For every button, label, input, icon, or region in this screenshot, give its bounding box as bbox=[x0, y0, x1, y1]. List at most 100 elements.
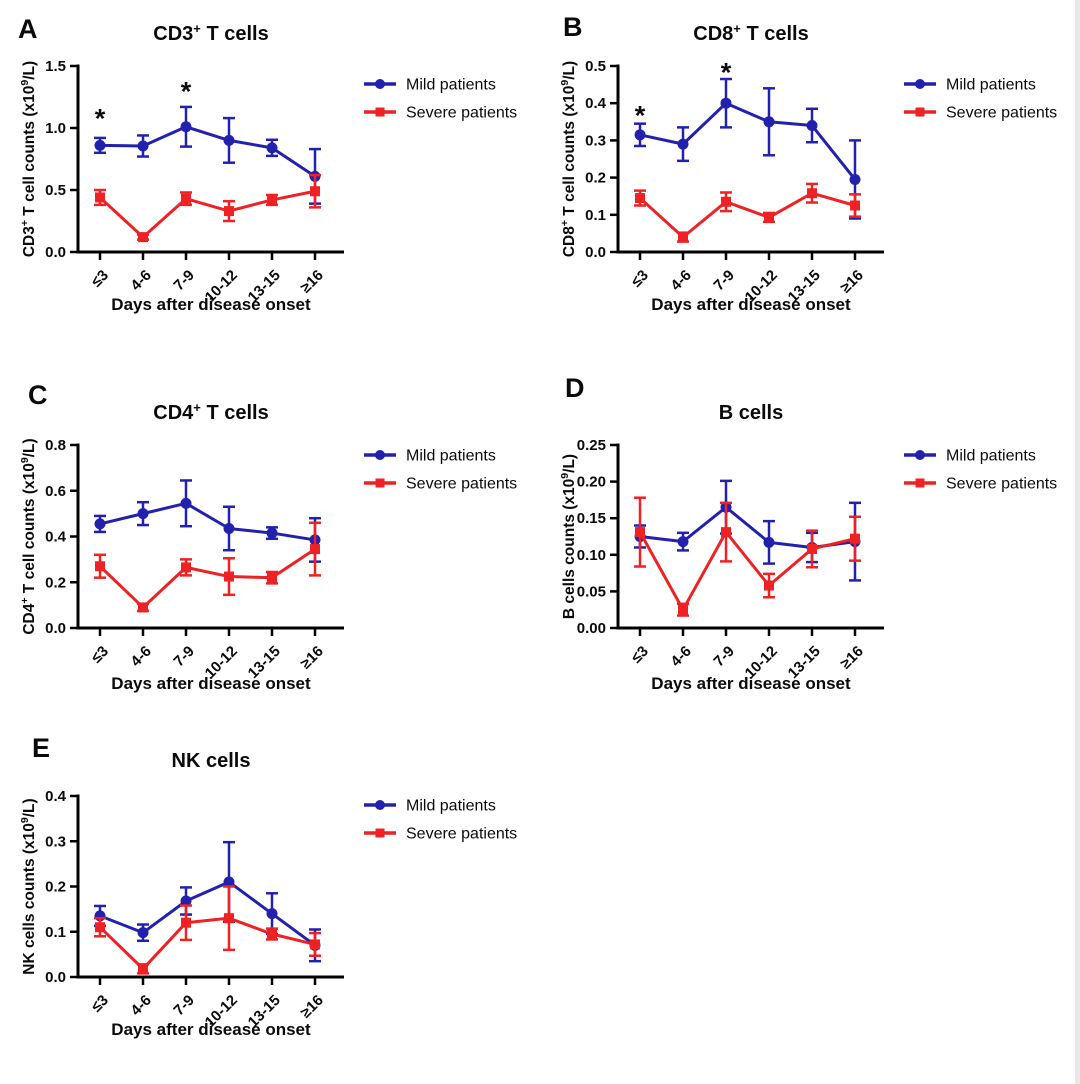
y-tick-label: 0.2 bbox=[45, 879, 66, 896]
x-tick-label: ≤3 bbox=[628, 267, 652, 291]
data-point bbox=[677, 536, 689, 548]
series-line bbox=[99, 501, 316, 542]
y-tick-label: 0.4 bbox=[585, 95, 607, 112]
x-tick-label: ≥16 bbox=[297, 643, 327, 673]
panel-title-D: B cells bbox=[719, 402, 783, 424]
x-tick-label: 4-6 bbox=[127, 267, 154, 294]
legend-label: Severe patients bbox=[406, 826, 517, 843]
legend-item: Mild patients bbox=[364, 77, 496, 94]
legend-label: Mild patients bbox=[946, 77, 1036, 94]
data-point bbox=[764, 212, 774, 223]
data-point bbox=[310, 939, 320, 950]
series-line bbox=[638, 191, 856, 239]
panel-title-C: CD4+ T cells bbox=[153, 400, 268, 424]
y-axis-label-B: CD8+ T cell counts (x109/L) bbox=[559, 61, 578, 257]
x-axis-label-A: Days after disease onset bbox=[111, 295, 311, 314]
y-tick-label: 0.0 bbox=[45, 969, 66, 986]
data-point bbox=[223, 876, 235, 888]
data-point bbox=[850, 533, 860, 544]
series-severe bbox=[634, 182, 861, 243]
series-mild bbox=[94, 105, 321, 205]
legend-item: Severe patients bbox=[904, 476, 1057, 493]
data-point bbox=[635, 193, 645, 204]
screen-edge-strip bbox=[1075, 0, 1080, 1084]
data-point bbox=[95, 922, 105, 933]
panel-title-A: CD3+ T cells bbox=[153, 21, 268, 45]
y-tick-label: 0.3 bbox=[585, 132, 606, 149]
axes-D bbox=[616, 443, 884, 630]
data-point bbox=[634, 129, 646, 141]
significance-asterisk: * bbox=[181, 76, 192, 106]
series-line bbox=[98, 189, 316, 239]
series-line bbox=[638, 530, 856, 612]
data-point bbox=[850, 200, 860, 211]
legend-item: Severe patients bbox=[364, 826, 517, 843]
data-point bbox=[807, 543, 817, 554]
data-point bbox=[137, 140, 149, 152]
y-tick-label: 0.25 bbox=[577, 437, 606, 454]
legend-item: Mild patients bbox=[904, 77, 1036, 94]
x-tick-label: 7-9 bbox=[170, 643, 197, 670]
legend-label: Severe patients bbox=[406, 476, 517, 493]
x-tick-label: ≤3 bbox=[628, 643, 652, 667]
legend-label: Mild patients bbox=[946, 448, 1036, 465]
data-point bbox=[266, 527, 278, 539]
series-line bbox=[99, 125, 316, 178]
legend-marker-square bbox=[375, 828, 385, 838]
panel-letter-B: B bbox=[563, 12, 583, 42]
data-point bbox=[806, 120, 818, 132]
legend-label: Severe patients bbox=[946, 105, 1057, 122]
series-severe bbox=[634, 496, 861, 617]
data-point bbox=[137, 927, 149, 939]
series-severe bbox=[94, 521, 321, 613]
legend-marker-circle bbox=[375, 79, 385, 89]
data-point bbox=[721, 196, 731, 207]
data-point bbox=[224, 913, 234, 924]
x-tick-label: 7-9 bbox=[170, 992, 197, 1019]
legend-item: Severe patients bbox=[364, 105, 517, 122]
data-point bbox=[849, 173, 861, 185]
series-line bbox=[98, 547, 316, 609]
legend-marker-circle bbox=[915, 79, 925, 89]
significance-asterisk: * bbox=[95, 104, 106, 134]
data-point bbox=[223, 522, 235, 534]
panel-title-E: NK cells bbox=[172, 750, 251, 772]
y-tick-label: 0.0 bbox=[585, 244, 606, 261]
data-point bbox=[763, 536, 775, 548]
legend-marker-square bbox=[915, 107, 925, 117]
y-tick-label: 0.4 bbox=[45, 788, 67, 805]
y-axis-label-C: CD4+ T cell counts (x109/L) bbox=[19, 438, 38, 634]
data-point bbox=[635, 527, 645, 538]
x-tick-label: ≤3 bbox=[88, 643, 112, 667]
legend-label: Severe patients bbox=[406, 105, 517, 122]
data-point bbox=[266, 142, 278, 154]
legend-label: Severe patients bbox=[946, 476, 1057, 493]
y-tick-label: 0.5 bbox=[45, 182, 66, 199]
data-point bbox=[94, 518, 106, 530]
legend-item: Mild patients bbox=[364, 448, 496, 465]
significance-asterisk: * bbox=[721, 58, 732, 88]
data-point bbox=[181, 562, 191, 573]
y-tick-label: 0.05 bbox=[577, 583, 606, 600]
data-point bbox=[678, 232, 688, 243]
data-point bbox=[95, 561, 105, 572]
data-point bbox=[138, 602, 148, 613]
data-point bbox=[677, 138, 689, 150]
legend-marker-square bbox=[915, 478, 925, 488]
series-line bbox=[98, 916, 316, 971]
data-point bbox=[267, 194, 277, 205]
series-line bbox=[639, 505, 856, 549]
legend-label: Mild patients bbox=[406, 448, 496, 465]
y-tick-label: 0.1 bbox=[585, 207, 606, 224]
y-tick-label: 0.8 bbox=[45, 437, 66, 454]
y-tick-label: 0.4 bbox=[45, 529, 67, 546]
series-line bbox=[639, 101, 857, 181]
legend-item: Severe patients bbox=[904, 105, 1057, 122]
data-point bbox=[138, 963, 148, 974]
x-tick-label: 7-9 bbox=[710, 267, 737, 294]
y-axis-label-E: NK cells counts (x109/L) bbox=[19, 798, 38, 974]
x-tick-label: ≥16 bbox=[297, 267, 327, 297]
data-point bbox=[180, 121, 192, 133]
